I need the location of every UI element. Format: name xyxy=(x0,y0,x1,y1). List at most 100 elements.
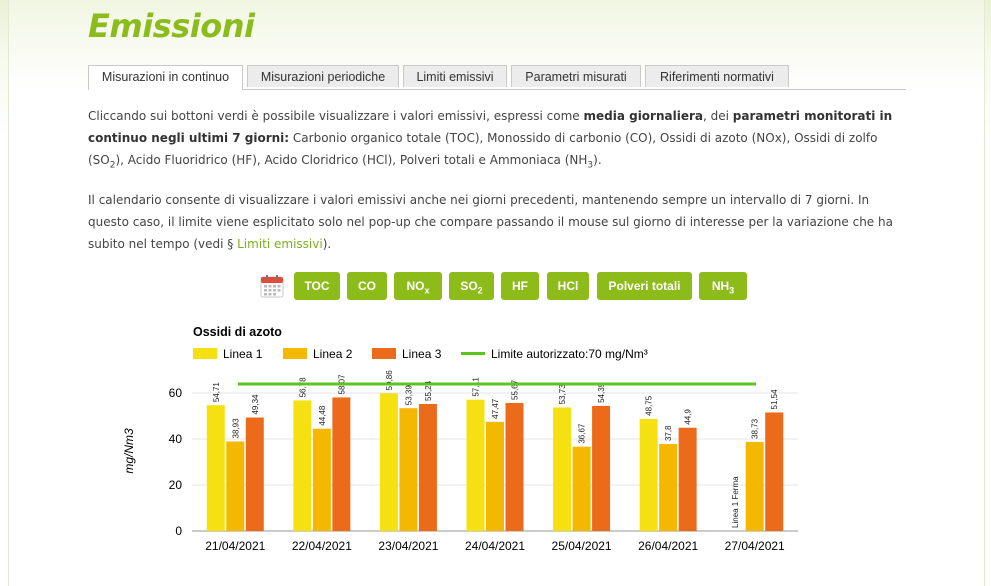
toc-button[interactable]: TOC xyxy=(294,272,340,300)
so2-label: SO xyxy=(460,279,478,293)
tab-riferimenti-normativi[interactable]: Riferimenti normativi xyxy=(645,65,789,87)
x-tick-label: 26/04/2021 xyxy=(638,539,698,553)
intro-text: ). xyxy=(322,237,332,251)
bar xyxy=(486,421,504,531)
tab-misurazioni-periodiche[interactable]: Misurazioni periodiche xyxy=(247,65,399,87)
intro-text: Cliccando sui bottoni verdi è possibile … xyxy=(88,109,584,123)
tab-bar: Misurazioni in continuo Misurazioni peri… xyxy=(88,65,906,90)
y-tick-label: 60 xyxy=(169,386,183,400)
so2-subscript: 2 xyxy=(477,285,483,296)
tab-limiti-emissivi[interactable]: Limiti emissivi xyxy=(403,65,507,87)
legend-item-limite[interactable]: Limite autorizzato:70 mg/Nm³ xyxy=(461,346,648,362)
bar xyxy=(659,444,678,531)
hf-button[interactable]: HF xyxy=(501,272,539,300)
data-label: 57,11 xyxy=(472,377,481,397)
data-label: 48,75 xyxy=(645,395,654,416)
polveri-totali-button[interactable]: Polveri totali xyxy=(597,272,692,300)
intro-text: Carbonio organico totale (TOC), Monossid… xyxy=(88,131,878,167)
bar xyxy=(765,412,784,531)
co-button[interactable]: CO xyxy=(347,272,387,300)
data-label: 55,24 xyxy=(424,380,433,401)
x-tick-label: 21/04/2021 xyxy=(205,539,265,553)
bar xyxy=(592,405,611,531)
data-label: 56,78 xyxy=(298,377,307,398)
intro-bold-text: parametri monitorati in continuo negli u… xyxy=(88,109,893,145)
bar xyxy=(639,418,658,531)
legend-item-linea-1[interactable]: Linea 1 xyxy=(193,346,262,362)
nh3-label: NH xyxy=(711,279,730,293)
x-tick-label: 27/04/2021 xyxy=(725,539,785,553)
data-label: 53,73 xyxy=(558,384,567,405)
legend-label: Limite autorizzato:70 mg/Nm³ xyxy=(491,347,648,361)
bar xyxy=(745,441,764,531)
bar xyxy=(553,407,572,531)
y-axis-title: mg/Nm3 xyxy=(122,428,136,474)
data-label: 36,67 xyxy=(578,423,587,444)
legend-swatch xyxy=(283,348,307,359)
bar xyxy=(332,397,351,531)
intro-paragraph-2: Il calendario consente di visualizzare i… xyxy=(88,189,906,255)
nox-button[interactable]: NOx xyxy=(394,272,442,300)
subscript: 2 xyxy=(109,160,116,171)
nh3-subscript: 3 xyxy=(729,285,735,296)
bar xyxy=(678,427,697,531)
y-tick-label: 40 xyxy=(169,432,183,446)
calendar-icon[interactable] xyxy=(260,274,284,298)
bar xyxy=(379,393,398,531)
intro-text: Il calendario consente di visualizzare i… xyxy=(88,193,893,251)
data-label: 59,86 xyxy=(385,370,394,391)
data-label: 54,71 xyxy=(212,382,221,403)
so2-button[interactable]: SO2 xyxy=(449,272,494,300)
data-label: 49,34 xyxy=(251,394,260,415)
bar xyxy=(418,403,437,531)
data-label: 38,73 xyxy=(751,418,760,439)
subscript: 3 xyxy=(587,160,594,171)
legend-swatch xyxy=(372,348,396,359)
data-label: 54,39 xyxy=(597,382,606,403)
x-tick-label: 24/04/2021 xyxy=(465,539,525,553)
legend-label: Linea 3 xyxy=(402,347,442,361)
bar xyxy=(572,446,591,531)
legend-swatch xyxy=(193,348,217,359)
bar xyxy=(466,399,485,531)
hcl-button[interactable]: HCl xyxy=(547,272,589,300)
bar xyxy=(312,428,331,531)
bar xyxy=(399,408,418,531)
bar xyxy=(226,441,245,531)
legend-line xyxy=(461,352,485,355)
data-label: 51,54 xyxy=(770,389,779,410)
intro-text: ), Acido Fluoridrico (HF), Acido Cloridr… xyxy=(115,153,588,167)
intro-text: ). xyxy=(593,153,602,167)
intro-bold-text: media giornaliera xyxy=(583,109,703,123)
legend-item-linea-2[interactable]: Linea 2 xyxy=(283,346,352,362)
data-label: 55,67 xyxy=(511,379,520,400)
legend-label: Linea 2 xyxy=(313,347,353,361)
x-tick-label: 22/04/2021 xyxy=(292,539,352,553)
x-tick-label: 25/04/2021 xyxy=(552,539,612,553)
legend-label: Linea 1 xyxy=(223,347,263,361)
page-title: Emissioni xyxy=(88,7,255,45)
nh3-button[interactable]: NH3 xyxy=(699,272,747,300)
data-label: 44,48 xyxy=(318,405,327,426)
data-label: 47,47 xyxy=(491,398,500,419)
nox-subscript: x xyxy=(424,285,430,296)
data-label: 53,39 xyxy=(404,385,413,406)
chart-title: Ossidi di azoto xyxy=(193,325,282,339)
intro-paragraph-1: Cliccando sui bottoni verdi è possibile … xyxy=(88,105,906,176)
tab-misurazioni-continuo[interactable]: Misurazioni in continuo xyxy=(88,65,243,90)
data-label: 37,8 xyxy=(664,425,673,441)
nox-label: NO xyxy=(406,279,425,293)
bar xyxy=(245,417,264,531)
data-label-note: Linea 1 Ferma xyxy=(731,476,740,528)
legend-item-linea-3[interactable]: Linea 3 xyxy=(372,346,441,362)
data-label: 44,9 xyxy=(684,409,693,425)
tab-parametri-misurati[interactable]: Parametri misurati xyxy=(511,65,641,87)
bar xyxy=(505,402,524,531)
bar xyxy=(206,405,225,531)
limiti-emissivi-link[interactable]: Limiti emissivi xyxy=(237,237,323,251)
bar xyxy=(293,400,312,531)
y-tick-label: 0 xyxy=(175,524,182,538)
y-tick-label: 20 xyxy=(169,478,183,492)
data-label: 38,93 xyxy=(231,418,240,439)
